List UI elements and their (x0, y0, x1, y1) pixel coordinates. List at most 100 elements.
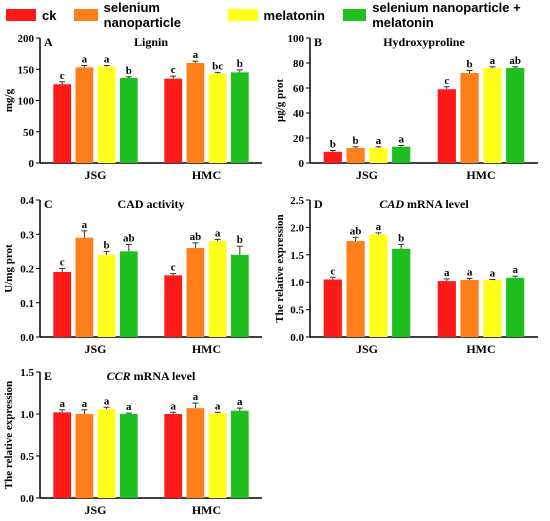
y-tick-label: 150 (18, 64, 35, 76)
bar (230, 72, 249, 163)
bar (483, 68, 502, 163)
y-tick-label: 100 (18, 96, 35, 108)
panel-letter: D (314, 197, 323, 211)
significance-letter: a (490, 267, 496, 279)
bar (208, 413, 227, 498)
bar (75, 67, 94, 163)
bar (369, 148, 388, 163)
y-tick-label: 60 (293, 83, 305, 95)
significance-letter: ab (509, 55, 521, 67)
significance-letter: b (237, 234, 243, 246)
panel-a-lignin-chart: 0 50 100 150 200 mg/g A Lignin c a a b JSG c a bc b HMC (3, 33, 262, 182)
y-tick-label: 1.5 (20, 367, 34, 379)
significance-letter: a (467, 266, 473, 278)
significance-letter: a (398, 134, 404, 146)
bar (346, 241, 365, 337)
legend-item-combination: selenium nanoparticle + melatonin (337, 0, 538, 30)
significance-letter: c (171, 64, 176, 76)
legend-item-ck: ck (0, 8, 56, 23)
legend: ck selenium nanoparticle melatonin selen… (0, 0, 550, 30)
significance-letter: b (126, 65, 132, 77)
bar (97, 66, 116, 163)
bar (186, 63, 205, 163)
panel-title-italic: CCR (107, 369, 131, 383)
bar (164, 78, 183, 163)
significance-letter: a (215, 227, 221, 239)
y-tick-label: 2.5 (290, 195, 304, 207)
significance-letter: b (398, 232, 404, 244)
x-tick-label: JSG (356, 342, 378, 356)
bar (119, 414, 138, 498)
y-tick-label: 1.0 (20, 409, 34, 421)
significance-letter: a (170, 400, 176, 412)
significance-letter: b (237, 58, 243, 70)
bar (323, 151, 342, 163)
legend-swatch-selenium-nanoparticle (74, 9, 98, 21)
bar (460, 280, 479, 337)
bar (460, 73, 479, 163)
significance-letter: c (444, 75, 449, 87)
panel-title: CAD activity (118, 197, 185, 211)
y-axis-label: μg/g prot (274, 79, 286, 122)
significance-letter: c (60, 257, 65, 269)
bar (230, 254, 249, 337)
legend-swatch-combination (342, 9, 367, 21)
bar (186, 408, 205, 498)
y-tick-label: 200 (18, 33, 35, 45)
x-tick-label: JSG (356, 168, 378, 182)
panel-title-rest: mRNA level (131, 369, 196, 383)
y-axis-label: mg/g (3, 88, 15, 112)
significance-letter: a (104, 54, 110, 66)
significance-letter: a (82, 54, 88, 66)
panel-title: Hydroxyproline (383, 35, 465, 49)
significance-letter: a (104, 395, 110, 407)
bar (97, 408, 116, 498)
bar (75, 414, 94, 498)
bar (392, 248, 411, 337)
y-tick-label: 100 (288, 33, 305, 45)
bar (323, 279, 342, 337)
y-tick-label: 1.0 (290, 277, 304, 289)
legend-label-combination: selenium nanoparticle + melatonin (372, 0, 521, 30)
bar (437, 89, 456, 163)
bar (164, 275, 183, 337)
significance-letter: a (82, 398, 88, 410)
legend-item-melatonin: melatonin (222, 8, 325, 23)
legend-label-selenium-nanoparticle: selenium nanoparticle (103, 0, 181, 30)
bar (369, 234, 388, 337)
y-tick-label: 1.5 (290, 250, 304, 262)
y-tick-label: 0.2 (20, 264, 34, 276)
significance-letter: a (444, 267, 450, 279)
bar (437, 281, 456, 337)
significance-letter: b (330, 139, 336, 151)
x-tick-label: HMC (466, 168, 495, 182)
y-tick-label: 0.1 (20, 298, 34, 310)
significance-letter: a (215, 400, 221, 412)
significance-letter: a (193, 391, 199, 403)
panel-e-ccr-mrna-chart: 0.0 0.5 1.0 1.5 The relative expression E CCR … (3, 367, 262, 517)
significance-letter: a (512, 264, 518, 276)
bar (483, 280, 502, 337)
bar (506, 277, 525, 337)
y-tick-label: 0 (299, 158, 305, 170)
bar (346, 148, 365, 163)
y-axis-label: The relative expression (274, 214, 286, 322)
significance-letter: c (60, 70, 65, 82)
bar (53, 412, 72, 498)
significance-letter: c (171, 262, 176, 274)
significance-letter: bc (212, 60, 223, 72)
x-tick-label: JSG (84, 342, 106, 356)
significance-letter: a (376, 221, 382, 233)
panel-letter: C (44, 197, 53, 211)
y-tick-label: 0.4 (20, 195, 34, 207)
y-tick-label: 0.0 (20, 332, 34, 344)
significance-letter: a (82, 219, 88, 231)
significance-letter: a (490, 55, 496, 67)
significance-letter: a (237, 396, 243, 408)
bar (97, 254, 116, 337)
y-tick-label: 80 (293, 58, 305, 70)
bar (53, 271, 72, 337)
bar (119, 78, 138, 163)
